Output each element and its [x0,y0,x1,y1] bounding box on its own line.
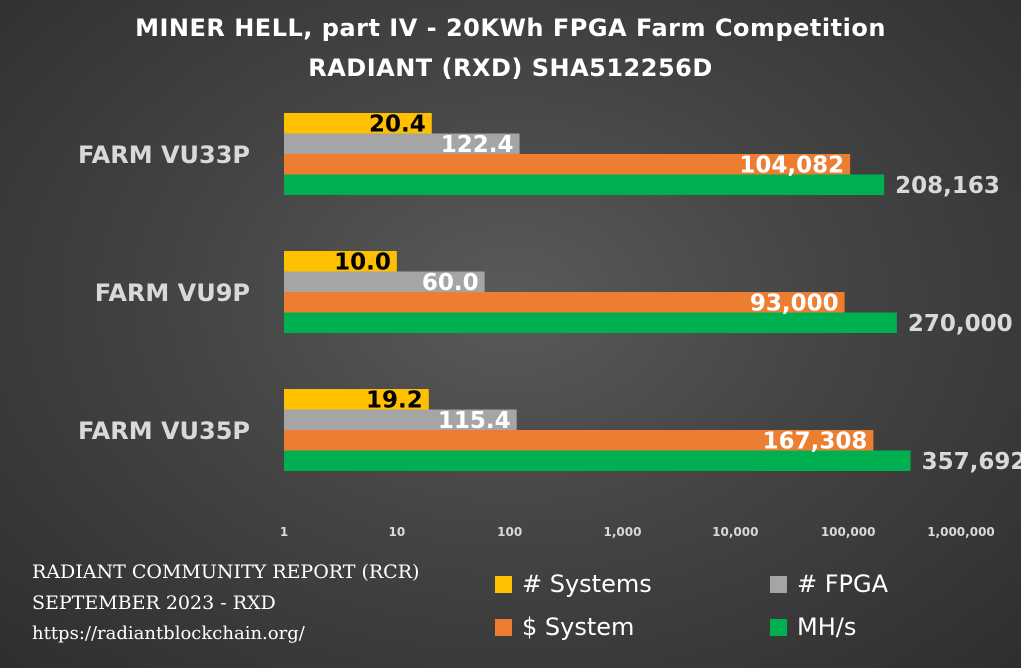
legend-swatch-systems [495,575,512,593]
category-labels: FARM VU33P FARM VU9P FARM VU35P [78,141,250,445]
legend-swatch-system-cost [495,618,512,636]
bar-mh-s-farm-vu35p [284,450,911,471]
x-axis-ticks: 1 10 100 1,000 10,000 100,000 1,000,000 [280,525,995,539]
bar-systems-farm-vu35p [284,389,429,410]
report-url[interactable]: https://radiantblockchain.org/ [32,623,305,644]
category-label-farm-vu9p: FARM VU9P [95,279,250,307]
data-label-system-farm-vu33p: 104,082 [739,152,844,178]
legend-label-systems: # Systems [522,570,652,598]
bar-system-farm-vu35p [284,430,874,451]
data-label-fpga-farm-vu9p: 60.0 [422,270,479,296]
legend-item-mhs: MH/s [770,613,856,641]
data-label-fpga-farm-vu35p: 115.4 [438,408,511,434]
x-tick-label: 1,000,000 [927,525,995,539]
bar-fpga-farm-vu9p [284,271,485,292]
legend-item-systems: # Systems [495,570,652,598]
data-labels: 20.4 122.4 104,082 208,163 10.0 60.0 93,000 270… [334,111,1021,475]
category-label-farm-vu33p: FARM VU33P [78,141,250,169]
legend-item-fpga: # FPGA [770,570,888,598]
bars [284,113,911,471]
bar-system-farm-vu9p [284,292,845,313]
legend-label-mhs: MH/s [797,613,857,641]
x-tick-label: 100,000 [821,525,876,539]
bar-mh-s-farm-vu33p [284,174,885,195]
chart-subtitle: RADIANT (RXD) SHA512256D [308,54,713,82]
x-tick-label: 1 [280,525,288,539]
category-label-farm-vu35p: FARM VU35P [78,417,250,445]
data-label-systems-farm-vu33p: 20.4 [369,111,426,137]
legend-label-system-cost: $ System [522,613,635,641]
legend-swatch-mhs [770,618,787,636]
x-tick-label: 1,000 [604,525,642,539]
data-label-mh-s-farm-vu9p: 270,000 [908,311,1013,337]
data-label-mh-s-farm-vu35p: 357,692 [922,449,1021,475]
bar-fpga-farm-vu35p [284,409,517,430]
bar-fpga-farm-vu33p [284,133,520,154]
x-tick-label: 10,000 [712,525,758,539]
report-name: RADIANT COMMUNITY REPORT (RCR) [32,561,420,583]
bar-systems-farm-vu33p [284,113,432,134]
x-tick-label: 100 [497,525,522,539]
legend-item-system-cost: $ System [495,613,634,641]
data-label-fpga-farm-vu33p: 122.4 [441,132,514,158]
legend-label-fpga: # FPGA [797,570,889,598]
data-label-systems-farm-vu9p: 10.0 [334,249,391,275]
report-date: SEPTEMBER 2023 - RXD [32,592,276,614]
x-tick-label: 10 [388,525,405,539]
data-label-system-farm-vu35p: 167,308 [763,428,868,454]
legend-swatch-fpga [770,575,787,593]
bar-systems-farm-vu9p [284,251,397,272]
chart-title: MINER HELL, part IV - 20KWh FPGA Farm Co… [135,14,886,42]
data-label-system-farm-vu9p: 93,000 [750,290,839,316]
data-label-mh-s-farm-vu33p: 208,163 [895,173,1000,199]
bar-system-farm-vu33p [284,154,851,175]
data-label-systems-farm-vu35p: 19.2 [366,387,423,413]
bar-mh-s-farm-vu9p [284,312,897,333]
